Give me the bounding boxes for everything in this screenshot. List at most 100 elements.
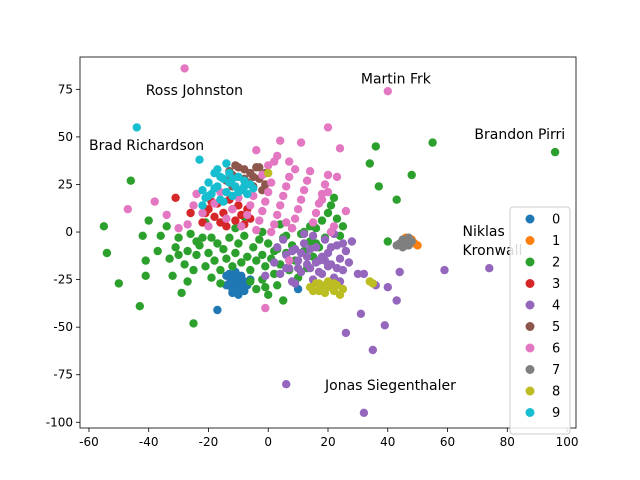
- point-series-4-51: [392, 296, 401, 305]
- legend-label-7: 7: [552, 363, 560, 378]
- point-series-4-34: [326, 243, 336, 252]
- point-series-6-5: [162, 210, 171, 220]
- point-series-6-31: [285, 172, 294, 182]
- point-series-3-1: [186, 208, 195, 218]
- point-series-6-13: [228, 205, 237, 214]
- point-series-9-24: [234, 187, 243, 197]
- point-series-2-74: [264, 290, 273, 299]
- point-series-8-16: [368, 279, 377, 288]
- point-series-4-57: [299, 229, 309, 239]
- point-series-6-40: [311, 208, 321, 218]
- point-series-3-10: [231, 216, 240, 225]
- point-series-2-27: [204, 248, 213, 258]
- point-series-6-54: [317, 195, 327, 204]
- point-series-6-48: [264, 161, 273, 170]
- point-series-2-19: [183, 277, 192, 286]
- point-series-6-43: [320, 180, 330, 189]
- point-series-2-45: [258, 250, 267, 260]
- y-tick-label: -25: [53, 273, 73, 287]
- point-series-2-75: [273, 281, 282, 290]
- point-series-6-6: [183, 220, 192, 229]
- point-series-2-21: [189, 265, 198, 275]
- point-series-2-32: [219, 245, 228, 254]
- point-series-4-37: [282, 264, 291, 273]
- series-9: [132, 123, 258, 210]
- x-tick-label: 0: [264, 435, 272, 449]
- x-tick-label: -60: [79, 435, 99, 449]
- point-series-6-56: [332, 172, 342, 182]
- legend-marker-0: [525, 214, 535, 224]
- point-series-6-38: [305, 167, 315, 176]
- point-series-2-47: [264, 239, 273, 248]
- point-series-2-43: [252, 256, 261, 265]
- annotation-label: Niklas: [463, 224, 505, 240]
- point-series-4-41: [293, 264, 303, 273]
- point-series-2-41: [246, 265, 255, 275]
- point-series-6-53: [296, 138, 306, 147]
- point-series-6-23: [261, 197, 270, 206]
- point-series-2-20: [186, 229, 195, 239]
- point-series-4-28: [290, 279, 300, 288]
- point-series-2-42: [249, 243, 258, 252]
- annotation-label: Kronwall: [463, 243, 523, 259]
- point-series-2-49: [270, 269, 279, 279]
- annotation-label: Ross Johnston: [146, 83, 243, 99]
- point-series-2-9: [153, 246, 162, 256]
- point-series-2-17: [180, 260, 189, 269]
- point-series-4-56: [359, 408, 369, 417]
- point-series-2-30: [213, 239, 222, 248]
- point-series-2-70: [332, 214, 342, 223]
- point-series-4-25: [353, 269, 363, 279]
- point-series-6-26: [270, 220, 279, 229]
- point-series-6-33: [290, 214, 300, 223]
- point-series-4-24: [347, 237, 357, 246]
- point-series-2-8: [144, 216, 153, 225]
- point-series-3-4: [210, 212, 219, 221]
- legend-label-1: 1: [552, 234, 560, 249]
- point-series-9-4: [204, 178, 213, 187]
- point-series-4-38: [287, 246, 297, 256]
- point-series-2-94: [261, 283, 270, 292]
- point-series-0-19: [237, 279, 246, 288]
- point-series-4-49: [380, 321, 389, 330]
- point-series-4-15: [320, 235, 330, 244]
- point-series-2-93: [246, 277, 255, 286]
- y-tick-label: -75: [53, 368, 73, 382]
- point-series-6-46: [329, 222, 339, 231]
- legend-marker-7: [525, 365, 535, 374]
- point-series-6-63: [267, 227, 276, 237]
- point-series-4-55: [282, 380, 291, 389]
- series-0: [213, 267, 303, 315]
- series-6: [123, 64, 392, 313]
- point-series-6-27: [273, 210, 282, 220]
- point-series-8-12: [320, 288, 330, 298]
- point-series-2-18: [183, 246, 192, 256]
- series-7: [392, 233, 416, 252]
- point-series-6-52: [285, 157, 294, 166]
- point-series-6-62: [174, 224, 183, 233]
- legend-label-8: 8: [552, 385, 560, 400]
- point-series-2-68: [326, 201, 336, 210]
- point-series-2-26: [201, 262, 210, 271]
- point-series-9-0: [132, 123, 141, 132]
- point-series-4-59: [317, 252, 327, 261]
- x-tick-label: 20: [320, 435, 335, 449]
- point-series-6-1: [383, 87, 392, 96]
- point-series-4-44: [341, 328, 351, 338]
- y-tick-label: -50: [53, 320, 73, 334]
- point-series-9-28: [219, 197, 228, 206]
- point-series-9-26: [204, 191, 213, 201]
- legend-label-6: 6: [552, 342, 560, 357]
- point-series-2-102: [174, 250, 183, 260]
- legend-marker-3: [525, 279, 535, 288]
- point-series-4-42: [311, 258, 321, 267]
- point-series-6-35: [296, 195, 306, 204]
- point-series-9-20: [222, 159, 231, 168]
- point-series-2-37: [234, 239, 243, 248]
- point-series-2-76: [279, 296, 288, 305]
- point-series-6-18: [246, 201, 255, 210]
- point-series-6-12: [222, 214, 231, 223]
- point-series-6-37: [302, 176, 312, 185]
- point-series-2-38: [237, 258, 246, 267]
- point-series-6-21: [255, 216, 264, 225]
